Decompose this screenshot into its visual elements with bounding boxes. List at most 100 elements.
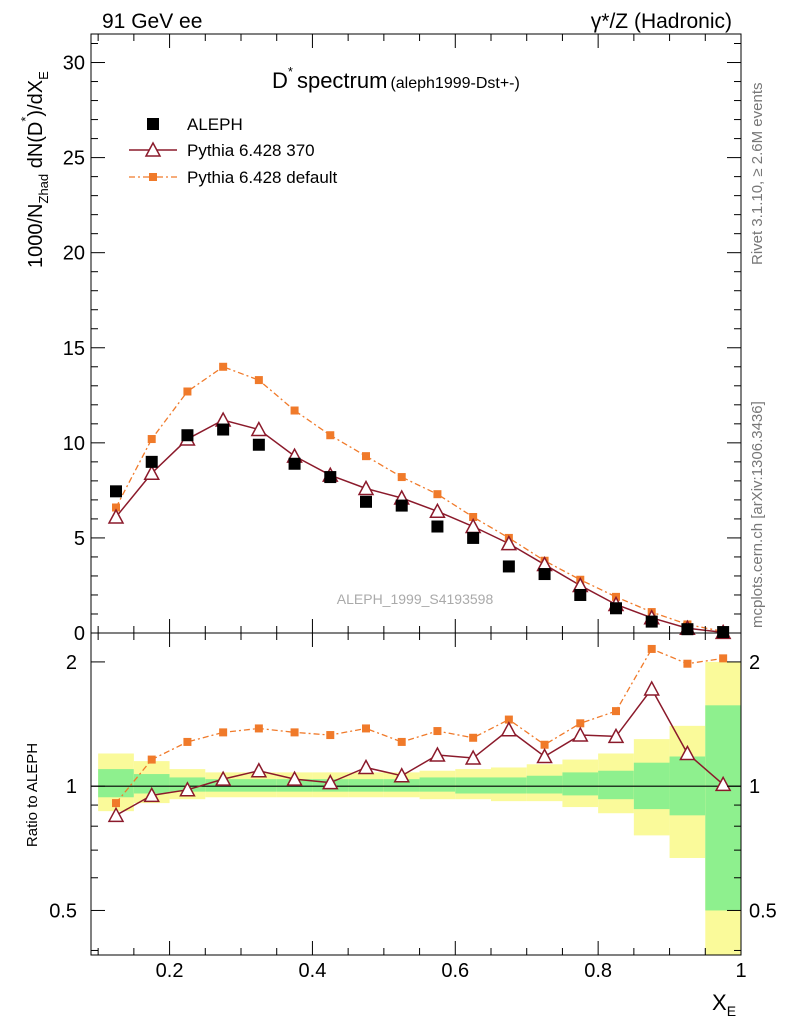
header-left: 91 GeV ee <box>102 10 202 33</box>
point-pythia-default <box>183 387 192 396</box>
ratio-point-pythia-370 <box>679 744 696 761</box>
band-1sigma <box>241 779 277 792</box>
ylabel-part-f: E <box>36 71 51 80</box>
point-pythia-370 <box>107 508 125 524</box>
band-1sigma <box>133 774 170 794</box>
legend-entry-pythia-370: Pythia 6.428 370 <box>129 141 315 160</box>
main-ytick-label: 10 <box>63 433 85 455</box>
point-pythia-default <box>112 503 120 512</box>
ratio-point-pythia-370 <box>536 747 553 764</box>
ratio-frame <box>90 632 742 956</box>
ratio-point-pythia-370 <box>500 721 518 737</box>
main-ytick-label: 30 <box>63 53 85 75</box>
point-aleph <box>610 602 622 615</box>
ylabel-part-d: * <box>18 117 33 122</box>
ylabel-part-a: 1000/N <box>25 204 47 269</box>
legend-label-pythia-default: Pythia 6.428 default <box>187 168 338 187</box>
point-pythia-default <box>254 376 263 385</box>
ylabel-part-c: dN(D <box>25 122 47 174</box>
band-1sigma <box>562 772 599 796</box>
ratio-point-pythia-default <box>362 724 370 733</box>
point-aleph <box>324 471 337 484</box>
ratio-point-pythia-370 <box>107 806 125 823</box>
ratio-point-pythia-370 <box>429 746 446 762</box>
ratio-panel: 0.5 0.5 1 1 2 2 0.2 0.4 0.6 0.8 1 Ratio to ALEPH X… <box>24 632 777 1019</box>
ratio-bands <box>91 661 741 955</box>
ratio-line-pythia-default <box>115 648 724 804</box>
ratio-point-pythia-default <box>147 755 156 764</box>
point-pythia-370 <box>429 502 446 519</box>
band-1sigma <box>348 779 384 792</box>
point-aleph <box>288 457 301 470</box>
ratio-point-pythia-370 <box>286 770 303 786</box>
point-pythia-370 <box>500 535 518 551</box>
xlabel-sub: E <box>727 1003 736 1019</box>
ratio-point-pythia-370 <box>607 727 625 744</box>
point-aleph <box>217 423 230 436</box>
ratio-point-pythia-default <box>683 659 692 668</box>
ratio-ytick-label: 0.5 <box>49 900 77 922</box>
x-axis-label: XE <box>712 990 736 1019</box>
ratio-point-pythia-370 <box>643 680 660 696</box>
point-pythia-default <box>147 435 156 444</box>
legend-entry-pythia-default: Pythia 6.428 default <box>129 168 338 187</box>
point-pythia-default <box>433 490 442 499</box>
legend-marker-pythia-370 <box>144 141 162 157</box>
point-aleph <box>110 485 122 498</box>
ratio-point-pythia-370 <box>143 786 160 803</box>
title-main: D <box>272 68 288 93</box>
ratio-ytick-label: 2 <box>66 652 77 674</box>
point-aleph <box>360 495 372 508</box>
legend-entry-aleph: ALEPH <box>147 115 243 134</box>
main-ytick-label: 0 <box>74 623 85 645</box>
point-pythia-default <box>469 513 478 522</box>
ratio-point-pythia-default <box>540 740 549 749</box>
point-pythia-default <box>290 406 299 415</box>
ratio-point-pythia-370 <box>179 781 196 797</box>
ratio-point-pythia-370 <box>322 774 339 790</box>
ratio-axes: 0.5 0.5 1 1 2 2 0.2 0.4 0.6 0.8 1 <box>49 633 777 982</box>
ratio-xtick-label: 0.6 <box>441 960 469 982</box>
ratio-point-pythia-default <box>612 707 620 716</box>
ratio-y-axis-label: Ratio to ALEPH <box>24 743 41 847</box>
title-word: spectrum <box>297 68 387 93</box>
point-pythia-default <box>362 452 370 461</box>
ratio-ytick-label-right: 1 <box>749 776 760 798</box>
ratio-point-pythia-default <box>719 654 728 663</box>
ratio-point-pythia-default <box>647 644 656 653</box>
band-1sigma <box>455 777 491 794</box>
main-ytick-label: 20 <box>63 243 85 265</box>
main-ytick-label: 5 <box>74 528 85 550</box>
ratio-xtick-label: 0.2 <box>156 960 184 982</box>
point-pythia-370 <box>357 479 375 496</box>
series-line-pythia-default <box>115 366 724 633</box>
legend: ALEPH Pythia 6.428 370 Pythia 6.428 defa… <box>129 115 338 187</box>
band-1sigma <box>705 705 741 911</box>
point-pythia-default <box>397 473 406 482</box>
ratio-point-pythia-default <box>576 719 585 728</box>
point-aleph <box>395 499 408 512</box>
ratio-point-pythia-370 <box>572 726 589 742</box>
point-aleph <box>717 626 730 639</box>
ratio-point-pythia-default <box>183 737 192 746</box>
ratio-ytick-label-right: 0.5 <box>749 900 777 922</box>
ratio-xtick-label: 0.4 <box>299 960 327 982</box>
ratio-point-pythia-default <box>504 715 513 724</box>
ratio-point-pythia-default <box>112 799 120 808</box>
band-1sigma <box>598 770 634 800</box>
ratio-point-pythia-default <box>290 728 299 737</box>
main-ytick-label: 15 <box>63 338 85 360</box>
ratio-point-pythia-370 <box>714 775 732 792</box>
ratio-ytick-label: 1 <box>66 776 77 798</box>
main-marks <box>107 362 732 640</box>
ratio-point-pythia-370 <box>393 767 410 783</box>
point-aleph <box>145 455 158 468</box>
point-pythia-370 <box>250 420 268 437</box>
ratio-point-pythia-default <box>469 733 478 742</box>
band-1sigma <box>98 769 134 798</box>
watermark: ALEPH_1999_S4193598 <box>337 591 494 607</box>
point-aleph <box>538 568 551 581</box>
title-tag: (aleph1999-Dst+-) <box>390 75 519 92</box>
side-label-rivet: Rivet 3.1.10, ≥ 2.6M events <box>749 83 766 266</box>
